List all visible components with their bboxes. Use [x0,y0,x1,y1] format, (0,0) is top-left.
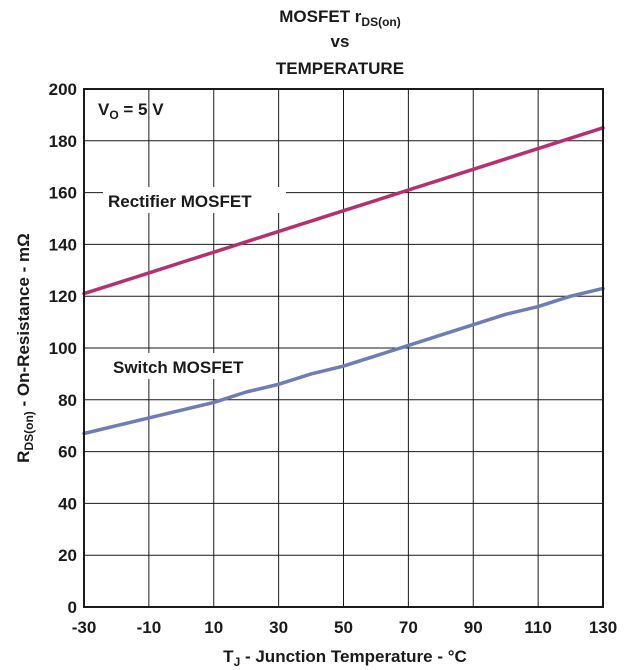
x-tick-label: -30 [72,618,97,637]
y-tick-label: 180 [49,132,77,151]
vo-annotation-main: V [98,100,110,119]
switch-mosfet-line [82,286,605,436]
y-tick-labels: 0 20 40 60 80 100 120 140 160 180 200 [49,80,77,617]
series-lines [82,126,605,436]
x-axis-label-rest: - Junction Temperature - °C [240,647,467,666]
y-tick-label: 60 [58,443,77,462]
vo-annotation-rest: = 5 V [119,100,165,119]
y-axis-label-subscript: DS(on) [22,411,36,450]
vo-annotation-subscript: O [109,108,118,122]
y-tick-label: 0 [68,598,77,617]
y-axis-label: RDS(on) - On-Resistance - mΩ [14,233,36,463]
y-tick-label: 160 [49,184,77,203]
y-tick-label: 100 [49,339,77,358]
y-tick-label: 40 [58,494,77,513]
chart-title-subscript: DS(on) [361,15,400,29]
chart-title-line2: vs [331,32,350,51]
chart-title-main: MOSFET r [279,7,362,26]
x-axis-label: TJ - Junction Temperature - °C [223,647,467,669]
x-tick-label: 70 [399,618,418,637]
y-tick-label: 120 [49,287,77,306]
x-axis-label-main: T [223,647,234,666]
x-tick-label: 50 [334,618,353,637]
chart-title-line3: TEMPERATURE [276,59,404,78]
x-tick-label: 110 [524,618,551,637]
grid [83,88,604,608]
x-tick-label: -10 [137,618,162,637]
switch-series-label: Switch MOSFET [113,358,244,377]
rectifier-series-label: Rectifier MOSFET [108,192,252,211]
y-tick-label: 20 [58,546,77,565]
x-tick-label: 90 [464,618,483,637]
y-tick-label: 140 [49,235,77,254]
y-axis-label-rest: - On-Resistance - mΩ [14,233,33,411]
rectifier-label-bg [103,187,286,213]
chart-title-line1: MOSFET rDS(on) [279,7,401,29]
y-axis-label-main: R [14,451,33,463]
x-tick-label: 130 [589,618,617,637]
switch-label-bg [108,353,274,379]
rectifier-mosfet-line [82,126,605,296]
y-tick-label: 200 [49,80,77,99]
x-tick-labels: -30 -10 10 30 50 70 90 110 130 [72,618,617,637]
x-axis-label-subscript: J [234,655,241,669]
vo-annotation: VO = 5 V [98,100,164,122]
x-tick-label: 30 [269,618,288,637]
plot-frame [83,88,604,608]
y-tick-label: 80 [58,391,77,410]
x-tick-label: 10 [204,618,223,637]
